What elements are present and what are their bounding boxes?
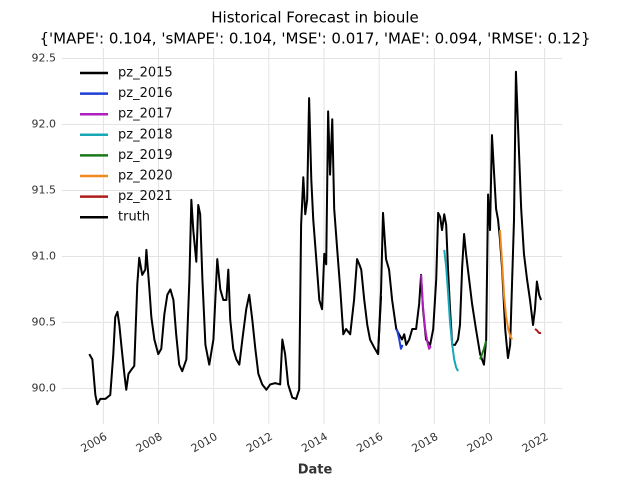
series-line	[88, 70, 542, 406]
series-line	[377, 295, 383, 355]
legend-text: truth	[118, 210, 150, 225]
legend-text: pz_2020	[118, 169, 173, 184]
y-tick-label: 91.0	[32, 249, 57, 262]
y-tick-label: 90.5	[32, 315, 57, 328]
series-line	[479, 340, 488, 360]
legend-text: pz_2021	[118, 189, 173, 204]
series-line	[420, 274, 432, 350]
legend-text: pz_2015	[118, 66, 173, 81]
series-line	[534, 328, 542, 334]
legend-text: pz_2016	[118, 86, 173, 101]
legend-text: pz_2017	[118, 107, 173, 122]
series-line	[395, 328, 404, 350]
legend-text: pz_2018	[118, 127, 173, 142]
series-line	[443, 249, 459, 372]
y-tick-label: 92.0	[32, 118, 57, 131]
y-tick-label: 92.5	[32, 52, 57, 65]
legend-text: pz_2019	[118, 148, 173, 163]
series-line	[498, 229, 513, 340]
y-tick-label: 91.5	[32, 183, 57, 196]
chart-title: Historical Forecast in bioule	[211, 9, 418, 27]
chart-subtitle: {'MAPE': 0.104, 'sMAPE': 0.104, 'MSE': 0…	[40, 30, 591, 48]
y-tick-label: 90.0	[32, 381, 57, 394]
x-axis-label: Date	[298, 463, 333, 478]
